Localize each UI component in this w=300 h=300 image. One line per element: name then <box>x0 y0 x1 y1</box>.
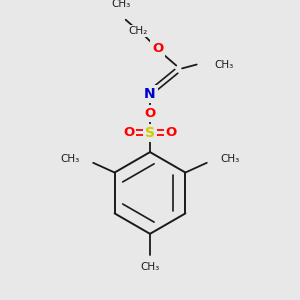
Text: O: O <box>152 42 164 56</box>
Text: O: O <box>166 126 177 139</box>
Text: N: N <box>144 87 156 101</box>
Text: O: O <box>123 126 134 139</box>
Text: O: O <box>144 107 156 120</box>
Text: CH₃: CH₃ <box>111 0 130 9</box>
Text: CH₃: CH₃ <box>214 59 233 70</box>
Text: CH₂: CH₂ <box>129 26 148 36</box>
Text: N: N <box>144 87 156 101</box>
Text: CH₃: CH₃ <box>220 154 240 164</box>
Text: S: S <box>145 126 155 140</box>
Text: CH₃: CH₃ <box>60 154 80 164</box>
Text: CH₃: CH₃ <box>140 262 160 272</box>
